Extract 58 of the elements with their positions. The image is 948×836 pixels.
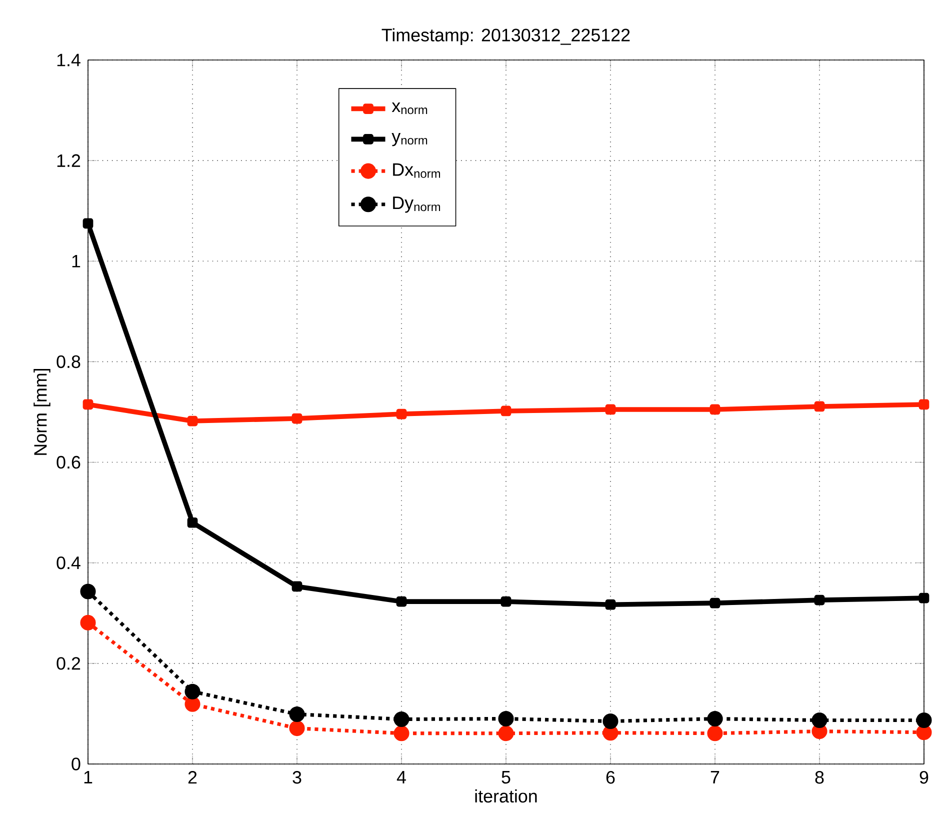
legend-label: Dx$_{norm}$	[393, 163, 440, 178]
x-tick-label: 9	[920, 771, 928, 784]
y-tick-label: 0.6	[56, 456, 80, 469]
y-axis-title: Norm [mm]	[34, 368, 50, 455]
point	[605, 404, 616, 415]
point	[394, 726, 410, 742]
point	[707, 710, 723, 727]
point	[187, 517, 198, 528]
point	[707, 726, 723, 742]
x-tick-label: 7	[710, 771, 720, 784]
x-tick-label: 4	[396, 771, 406, 784]
point	[605, 599, 616, 610]
point	[602, 713, 618, 730]
point	[916, 724, 932, 740]
point	[184, 684, 200, 700]
point	[396, 596, 407, 607]
point	[812, 712, 828, 728]
point	[498, 710, 514, 727]
y-tick-label: 0.8	[56, 355, 80, 368]
point	[500, 406, 512, 416]
legend-label: x$_{norm}$	[392, 102, 428, 114]
point	[292, 413, 302, 424]
x-tick-label: 3	[292, 771, 302, 784]
point	[396, 408, 407, 420]
point	[394, 711, 410, 728]
legend-label: y$_{norm}$	[392, 132, 428, 146]
point	[289, 720, 305, 736]
point	[814, 401, 825, 412]
point	[184, 696, 200, 712]
x-tick-label: 1	[84, 771, 92, 784]
point	[500, 596, 512, 607]
x-tick-label: 8	[815, 771, 824, 784]
point	[710, 404, 720, 415]
x-tick-label: 6	[606, 771, 615, 784]
y-tick-label: 0.4	[56, 556, 80, 570]
x-tick-label: 2	[188, 771, 197, 784]
point	[187, 416, 198, 426]
y-tick-label: 1.4	[57, 54, 80, 66]
y-tick-label: 0.2	[56, 657, 80, 670]
point	[82, 218, 94, 229]
point	[918, 592, 930, 604]
point	[918, 399, 930, 410]
y-tick-label: 1.2	[57, 154, 80, 167]
point	[916, 712, 932, 728]
point	[710, 598, 720, 608]
point	[292, 581, 302, 592]
point	[289, 706, 305, 722]
legend-label: Dy$_{norm}$	[393, 196, 440, 213]
point	[80, 584, 96, 600]
x-tick-label: 5	[502, 771, 510, 784]
point	[498, 726, 514, 742]
y-tick-label: 1	[72, 254, 80, 268]
x-axis-title: iteration	[475, 789, 537, 803]
y-tick-label: 0	[72, 758, 80, 770]
point	[82, 399, 94, 410]
point	[80, 614, 96, 630]
chart-title: Timestamp: 20130312_225122	[382, 28, 630, 45]
point	[814, 594, 825, 606]
